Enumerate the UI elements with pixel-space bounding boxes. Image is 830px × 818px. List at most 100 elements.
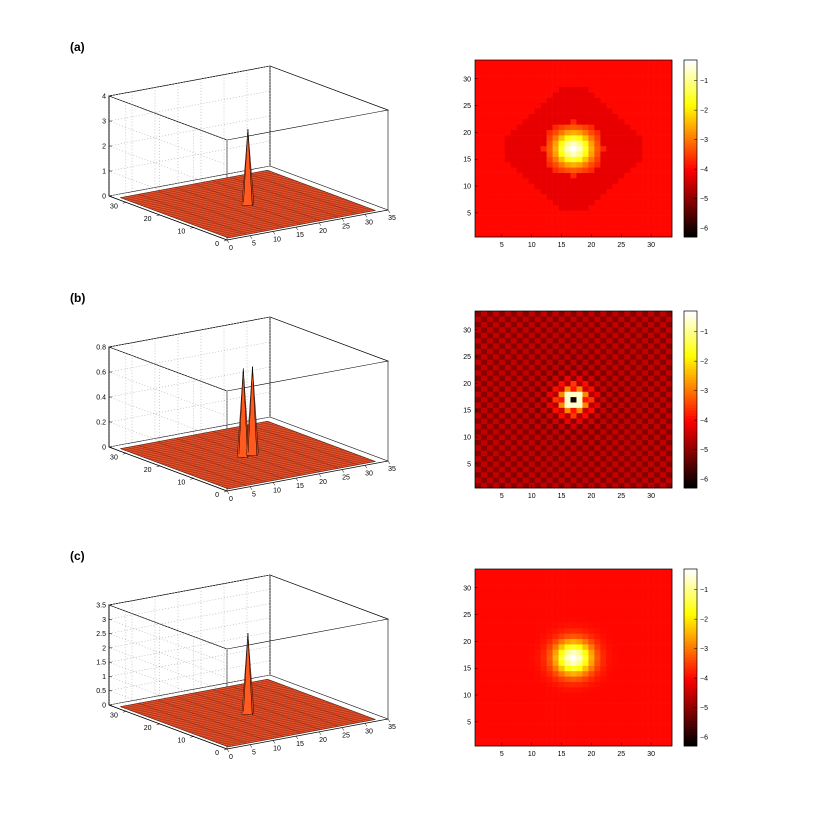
heatmap-cell	[588, 724, 595, 731]
heatmap-cell	[480, 585, 488, 591]
colorbar-swatch	[684, 471, 697, 475]
colorbar-swatch	[684, 341, 697, 345]
heatmap-cell	[480, 311, 488, 317]
heatmap-cell	[630, 665, 637, 672]
heatmap-cell	[594, 418, 601, 424]
heatmap-cell	[510, 719, 518, 725]
heatmap-cell	[534, 713, 541, 720]
colorbar-swatch	[684, 721, 697, 725]
heatmap-cell	[606, 81, 613, 88]
heatmap-cell	[588, 65, 595, 72]
heatmap-cell	[630, 92, 637, 98]
heatmap-cell	[516, 724, 524, 731]
heatmap-cell	[552, 713, 559, 720]
colorbar-swatch	[684, 98, 697, 102]
heatmap-cell	[516, 703, 524, 709]
heatmap-cell	[528, 402, 535, 408]
heatmap-cell	[546, 183, 553, 190]
heatmap-cell	[558, 450, 565, 457]
heatmap-cell	[516, 729, 524, 736]
heatmap-cell	[540, 649, 547, 656]
heatmap-cell	[498, 321, 506, 328]
heatmap-cell	[606, 135, 613, 141]
heatmap-cell	[504, 194, 512, 200]
heatmap-cell	[666, 724, 673, 731]
heatmap-cell	[475, 423, 482, 430]
heatmap-cell	[570, 412, 577, 419]
heatmap-cell	[600, 628, 607, 634]
heatmap-cell	[498, 638, 506, 645]
heatmap-cell	[648, 676, 655, 682]
heatmap-cell	[582, 215, 589, 222]
heatmap-cell	[624, 466, 631, 473]
heatmap-cell	[498, 660, 506, 666]
heatmap-cell	[594, 729, 601, 736]
heatmap-cell	[636, 429, 643, 435]
heatmap-cell	[618, 199, 625, 206]
heatmap-cell	[642, 649, 649, 656]
heatmap-cell	[522, 226, 530, 232]
heatmap-cell	[528, 687, 535, 693]
heatmap-cell	[618, 364, 625, 371]
heatmap-cell	[660, 161, 667, 168]
heatmap-cell	[576, 172, 583, 179]
heatmap-cell	[648, 649, 655, 656]
colorbar-swatch	[684, 104, 697, 108]
heatmap-cell	[552, 97, 559, 104]
heatmap-cell	[475, 102, 482, 109]
heatmap-cell	[534, 391, 541, 398]
heatmap-cell	[666, 429, 673, 435]
heatmap-cell	[516, 113, 524, 120]
heatmap-cell	[492, 375, 500, 382]
heatmap-cell	[558, 151, 565, 157]
heatmap-cell	[660, 76, 667, 82]
heatmap-cell	[636, 124, 643, 131]
heatmap-cell	[588, 708, 595, 715]
heatmap-cell	[600, 471, 607, 478]
surface-y-tick-label: 0	[215, 492, 219, 499]
heatmap-x-tick-label: 10	[528, 751, 536, 758]
heatmap-cell	[630, 445, 637, 451]
heatmap-cell	[546, 729, 553, 736]
heatmap-cell	[498, 633, 506, 640]
heatmap-cell	[522, 579, 530, 586]
heatmap-cell	[588, 172, 595, 179]
colorbar-swatch	[684, 707, 697, 711]
heatmap-cell	[546, 172, 553, 179]
heatmap-cell	[486, 638, 494, 645]
heatmap-cell	[486, 681, 494, 688]
heatmap-cell	[600, 86, 607, 93]
heatmap-cell	[486, 574, 494, 581]
heatmap-cell	[522, 477, 530, 483]
heatmap-cell	[612, 86, 619, 93]
heatmap-cell	[612, 412, 619, 419]
heatmap-cell	[552, 654, 559, 661]
heatmap-cell	[516, 697, 524, 704]
surface-mesh-line	[138, 194, 247, 235]
colorbar-swatch	[684, 468, 697, 472]
surface-y-axis	[108, 195, 228, 241]
heatmap-cell	[528, 210, 535, 216]
heatmap-cell	[594, 70, 601, 77]
heatmap-cell	[528, 649, 535, 656]
surface-y-tick	[190, 227, 194, 229]
heatmap-cell	[528, 670, 535, 677]
heatmap-cell	[546, 445, 553, 451]
heatmap-cell	[498, 156, 506, 163]
heatmap-cell	[475, 210, 482, 216]
heatmap-cell	[546, 359, 553, 365]
heatmap-cell	[534, 579, 541, 586]
heatmap-cell	[630, 418, 637, 424]
heatmap-cell	[486, 628, 494, 634]
heatmap-cell	[642, 396, 649, 403]
heatmap-cell	[510, 740, 518, 747]
heatmap-cell	[570, 622, 577, 629]
heatmap-cell	[570, 638, 577, 645]
heatmap-cell	[588, 311, 595, 317]
heatmap-cell	[528, 204, 535, 211]
heatmap-cell	[552, 311, 559, 317]
heatmap-cell	[576, 644, 583, 650]
heatmap-cell	[654, 210, 661, 216]
heatmap-cell	[540, 204, 547, 211]
heatmap-cell	[504, 719, 512, 725]
